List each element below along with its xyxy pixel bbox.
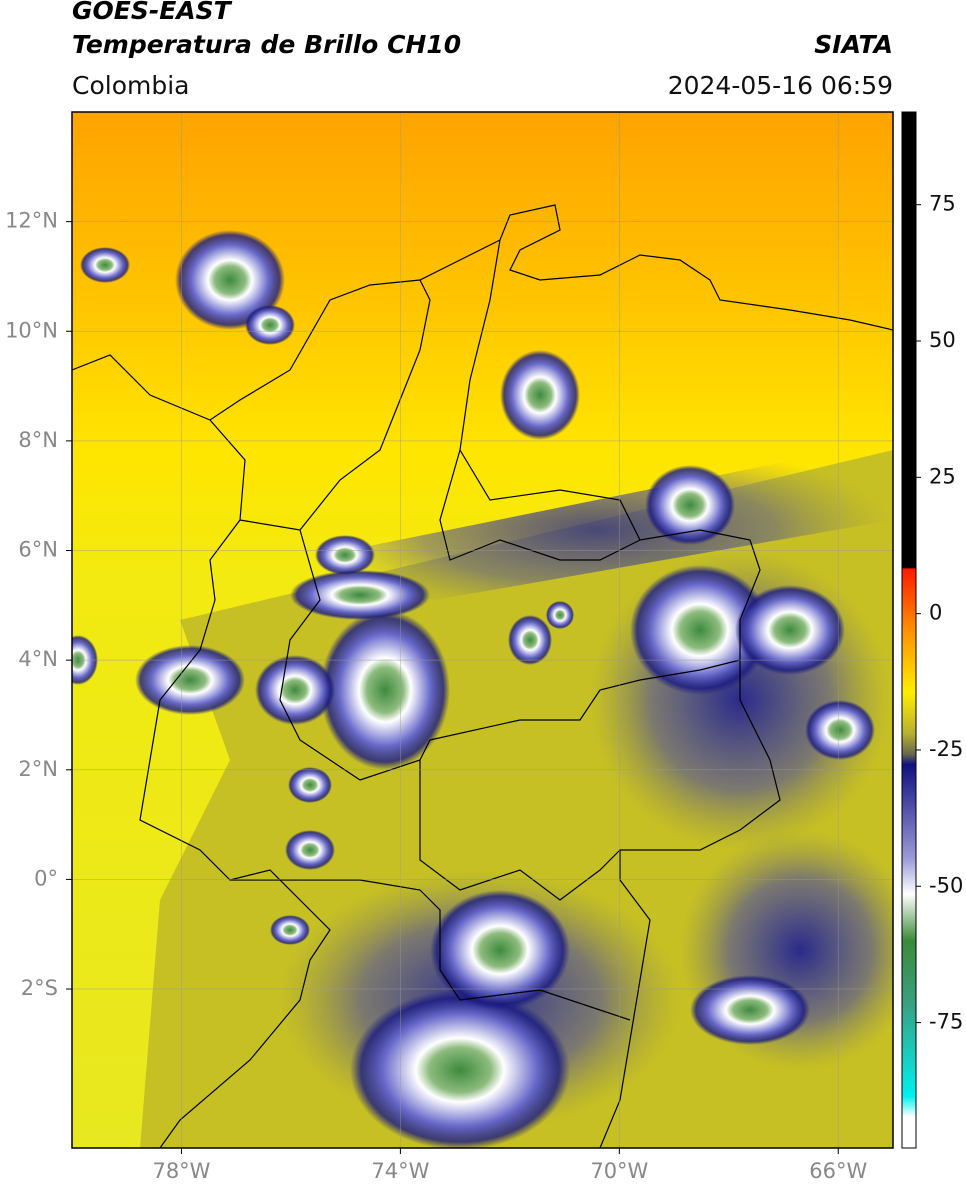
lat-label: 8°N (18, 428, 58, 452)
satellite-image (72, 112, 893, 1148)
colorbar-label: -50 (929, 873, 963, 897)
colorbar-ticks: 75 50 25 0 -25 -50 -75 (916, 192, 963, 1034)
borders (72, 204, 893, 1148)
title: GOES-EAST (72, 0, 233, 25)
map-frame (71, 111, 894, 1149)
lat-label: 2°S (21, 976, 58, 1000)
lat-label: 4°N (18, 647, 58, 671)
lon-label: 78°W (152, 1159, 210, 1183)
colorbar (901, 111, 917, 1149)
lon-label: 66°W (809, 1159, 867, 1183)
graticule (72, 112, 893, 1148)
cloud-cells (72, 230, 875, 1148)
lat-label: 10°N (5, 318, 58, 342)
lat-label: 6°N (18, 538, 58, 562)
colorbar-label: -75 (929, 1010, 963, 1034)
colorbar-label: 0 (929, 601, 942, 625)
lat-label: 0° (34, 866, 58, 890)
lat-label: 12°N (5, 209, 58, 233)
colorbar-label: 75 (929, 192, 956, 216)
lon-label: 70°W (590, 1159, 648, 1183)
datetime: 2024-05-16 06:59 (668, 71, 893, 100)
colorbar-label: -25 (929, 737, 963, 761)
lon-label: 74°W (371, 1159, 429, 1183)
colorbar-label: 25 (929, 464, 956, 488)
colorbar-label: 50 (929, 328, 956, 352)
subtitle: Temperatura de Brillo CH10 (72, 30, 461, 59)
coordinate-labels: 78°W 74°W 70°W 66°W 12°N 10°N 8°N 6°N 4°N 2°N 0° 2°… (5, 209, 867, 1183)
lat-label: 2°N (18, 757, 58, 781)
region: Colombia (72, 71, 189, 100)
source: SIATA (814, 30, 893, 59)
